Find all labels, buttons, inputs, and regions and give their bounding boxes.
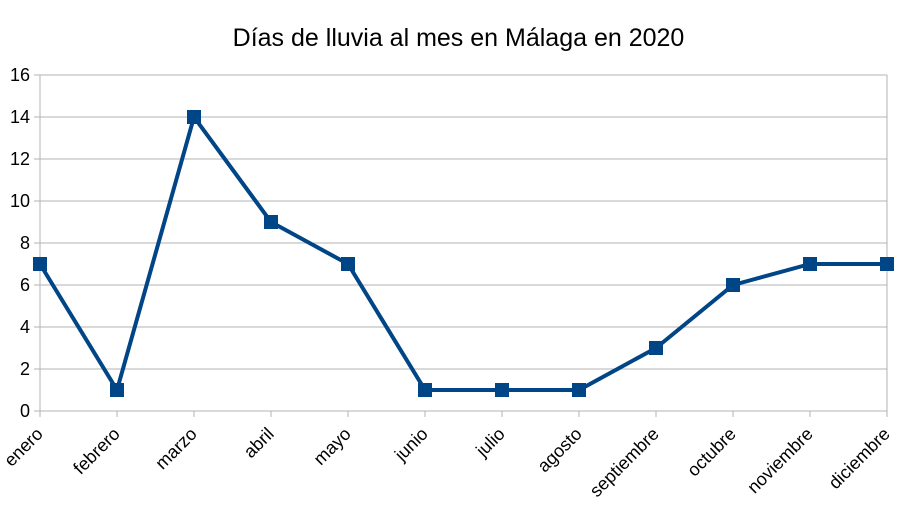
data-point-enero xyxy=(33,257,47,271)
chart-title: Días de lluvia al mes en Málaga en 2020 xyxy=(232,24,685,52)
data-point-agosto xyxy=(572,383,586,397)
xtick-label-junio: junio xyxy=(390,424,432,466)
data-point-abril xyxy=(264,215,278,229)
y-tick-labels: 0 2 4 6 8 10 12 14 16 xyxy=(10,65,30,421)
xtick-label-mayo: mayo xyxy=(310,424,355,469)
ytick-label-4: 4 xyxy=(20,317,30,337)
xtick-label-diciembre: diciembre xyxy=(825,424,894,493)
xtick-label-septiembre: septiembre xyxy=(586,424,663,501)
grid-lines xyxy=(40,74,887,412)
xtick-label-marzo: marzo xyxy=(151,424,201,474)
axes xyxy=(34,74,888,417)
ytick-label-0: 0 xyxy=(20,401,30,421)
data-point-octubre xyxy=(726,278,740,292)
ytick-label-10: 10 xyxy=(10,191,30,211)
series-line xyxy=(38,115,889,392)
xtick-label-febrero: febrero xyxy=(69,424,123,478)
series-rain-days xyxy=(33,110,894,397)
ytick-label-8: 8 xyxy=(20,233,30,253)
data-point-diciembre xyxy=(880,257,894,271)
data-point-septiembre xyxy=(649,341,663,355)
ytick-label-16: 16 xyxy=(10,65,30,85)
xtick-label-julio: julio xyxy=(471,424,508,461)
ytick-label-14: 14 xyxy=(10,107,30,127)
xtick-label-enero: enero xyxy=(0,424,47,471)
xtick-label-abril: abril xyxy=(240,424,278,462)
x-tick-labels: enero febrero marzo abril mayo junio julio agos… xyxy=(0,424,894,501)
data-point-junio xyxy=(418,383,432,397)
data-point-noviembre xyxy=(803,257,817,271)
data-point-febrero xyxy=(110,383,124,397)
xtick-label-octubre: octubre xyxy=(683,424,740,481)
data-point-julio xyxy=(495,383,509,397)
ytick-label-6: 6 xyxy=(20,275,30,295)
ytick-label-2: 2 xyxy=(20,359,30,379)
ytick-label-12: 12 xyxy=(10,149,30,169)
xtick-label-agosto: agosto xyxy=(533,424,585,476)
data-point-marzo xyxy=(187,110,201,124)
data-point-mayo xyxy=(341,257,355,271)
xtick-label-noviembre: noviembre xyxy=(743,424,817,498)
